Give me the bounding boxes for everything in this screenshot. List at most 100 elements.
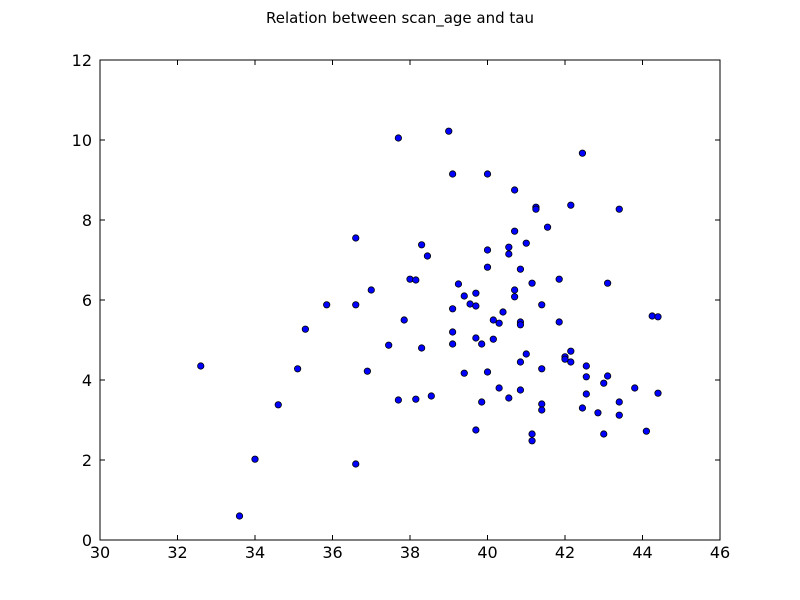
scatter-point: [511, 186, 519, 194]
y-tick-label: 6: [82, 291, 92, 310]
scatter-point: [648, 312, 656, 320]
scatter-point: [251, 455, 259, 463]
scatter-point: [522, 239, 530, 247]
scatter-point: [538, 365, 546, 373]
scatter-point: [499, 308, 507, 316]
scatter-point: [301, 325, 309, 333]
y-tick-label: 0: [82, 531, 92, 550]
scatter-point: [561, 355, 569, 363]
x-tick-label: 34: [245, 543, 265, 562]
scatter-point: [528, 437, 536, 445]
x-tick-label: 42: [555, 543, 575, 562]
scatter-point: [528, 279, 536, 287]
scatter-point: [522, 350, 530, 358]
scatter-point: [294, 365, 302, 373]
scatter-point: [423, 252, 432, 260]
scatter-point: [427, 392, 435, 400]
scatter-point: [454, 280, 463, 288]
scatter-point: [478, 340, 486, 348]
scatter-point: [472, 334, 480, 342]
scatter-point: [472, 289, 480, 297]
scatter-point: [352, 460, 360, 468]
scatter-point: [600, 430, 608, 438]
scatter-point: [412, 276, 420, 284]
scatter-point: [505, 250, 513, 258]
x-tick-label: 38: [400, 543, 420, 562]
x-tick-label: 40: [477, 543, 497, 562]
scatter-point: [478, 398, 486, 406]
scatter-point: [528, 430, 536, 438]
scatter-point: [511, 227, 519, 235]
scatter-point: [604, 372, 612, 380]
scatter-point: [511, 293, 519, 301]
scatter-point: [615, 398, 623, 406]
scatter-point: [582, 362, 590, 370]
scatter-point: [418, 241, 426, 249]
x-tick-label: 30: [90, 543, 110, 562]
scatter-point: [483, 170, 492, 178]
scatter-point: [578, 149, 587, 157]
scatter-point: [483, 368, 492, 376]
y-tick-label: 12: [72, 51, 92, 70]
scatter-point: [538, 406, 546, 414]
y-tick-label: 4: [82, 371, 92, 390]
scatter-point: [449, 170, 457, 178]
scatter-point: [385, 341, 393, 349]
scatter-point: [615, 411, 623, 419]
scatter-point: [400, 316, 408, 324]
scatter-point: [578, 404, 587, 412]
scatter-point: [582, 390, 590, 398]
scatter-point: [654, 389, 662, 397]
scatter-point: [543, 223, 552, 231]
scatter-point: [615, 205, 623, 213]
scatter-point: [516, 265, 525, 273]
scatter-point: [235, 512, 244, 520]
plot-area-frame: [99, 59, 721, 541]
scatter-point: [516, 358, 525, 366]
y-tick-label: 10: [72, 131, 92, 150]
scatter-point: [363, 367, 371, 375]
scatter-point: [567, 201, 575, 209]
scatter-point: [532, 205, 540, 213]
x-tick-label: 46: [710, 543, 730, 562]
scatter-point: [489, 335, 497, 343]
x-tick-label: 32: [167, 543, 187, 562]
scatter-point: [483, 263, 492, 271]
scatter-point: [352, 234, 360, 242]
scatter-point: [367, 286, 375, 294]
scatter-point: [449, 305, 457, 313]
scatter-point: [600, 379, 608, 387]
scatter-point: [505, 394, 513, 402]
scatter-point: [555, 275, 563, 283]
scatter-point: [472, 426, 480, 434]
scatter-point: [567, 358, 575, 366]
scatter-point: [495, 384, 503, 392]
chart-title: Relation between scan_age and tau: [265, 9, 534, 27]
scatter-point: [460, 292, 468, 300]
scatter-point: [449, 328, 457, 336]
scatter-point: [505, 243, 513, 251]
scatter-point: [394, 134, 402, 142]
scatter-point: [604, 279, 612, 287]
scatter-point: [594, 409, 602, 417]
scatter-point: [406, 275, 414, 283]
scatter-point: [274, 401, 282, 409]
scatter-point: [642, 427, 650, 435]
scatter-point: [394, 396, 402, 404]
scatter-point: [352, 301, 360, 309]
y-tick-label: 2: [82, 451, 92, 470]
scatter-point: [460, 369, 468, 377]
scatter-point: [516, 321, 525, 329]
scatter-point: [412, 395, 420, 403]
scatter-point: [495, 319, 503, 327]
points-layer: [197, 127, 662, 520]
scatter-point: [445, 127, 453, 135]
scatter-point: [197, 362, 205, 370]
scatter-point: [418, 344, 426, 352]
scatter-point: [654, 313, 662, 321]
scatter-point: [511, 286, 519, 294]
x-tick-label: 36: [322, 543, 342, 562]
